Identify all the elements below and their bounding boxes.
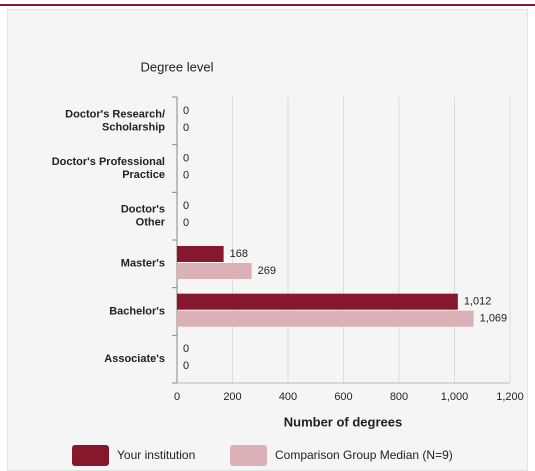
value-label: 0 bbox=[183, 360, 189, 372]
chart-title: Degree level bbox=[141, 59, 214, 74]
x-tick-label: 200 bbox=[223, 391, 241, 403]
value-label: 0 bbox=[183, 217, 189, 229]
x-tick-label: 1,200 bbox=[496, 391, 524, 403]
bar bbox=[177, 310, 474, 327]
legend-label: Comparison Group Median (N=9) bbox=[275, 448, 453, 462]
value-label: 0 bbox=[183, 122, 189, 134]
bar bbox=[177, 263, 252, 279]
legend-swatch bbox=[72, 445, 109, 466]
bar bbox=[177, 246, 224, 262]
y-tick-label: Doctor's Research/Scholarship bbox=[65, 108, 165, 133]
x-tick-label: 0 bbox=[174, 391, 180, 403]
value-label: 0 bbox=[183, 105, 189, 117]
value-label: 168 bbox=[230, 248, 248, 260]
legend-swatch bbox=[230, 445, 267, 466]
y-tick-label: Bachelor's bbox=[109, 305, 165, 317]
bar bbox=[177, 293, 458, 310]
x-tick-label: 800 bbox=[390, 391, 408, 403]
value-label: 0 bbox=[183, 153, 189, 165]
value-label: 1,012 bbox=[464, 296, 492, 308]
value-label: 0 bbox=[183, 170, 189, 182]
value-label: 0 bbox=[183, 200, 189, 212]
y-tick-label: Doctor's Other bbox=[121, 204, 166, 229]
x-tick-label: 400 bbox=[279, 391, 297, 403]
y-tick-label: Master's bbox=[121, 258, 165, 270]
value-label: 1,069 bbox=[480, 313, 508, 325]
value-label: 269 bbox=[258, 265, 276, 277]
y-tick-label: Associate's bbox=[104, 353, 165, 365]
x-tick-label: 600 bbox=[334, 391, 352, 403]
x-axis-label: Number of degrees bbox=[284, 414, 402, 429]
x-tick-label: 1,000 bbox=[441, 391, 469, 403]
value-label: 0 bbox=[183, 343, 189, 355]
y-tick-label: Doctor's Professional Practice bbox=[52, 156, 165, 181]
legend-label: Your institution bbox=[117, 448, 195, 462]
panel bbox=[7, 9, 528, 471]
